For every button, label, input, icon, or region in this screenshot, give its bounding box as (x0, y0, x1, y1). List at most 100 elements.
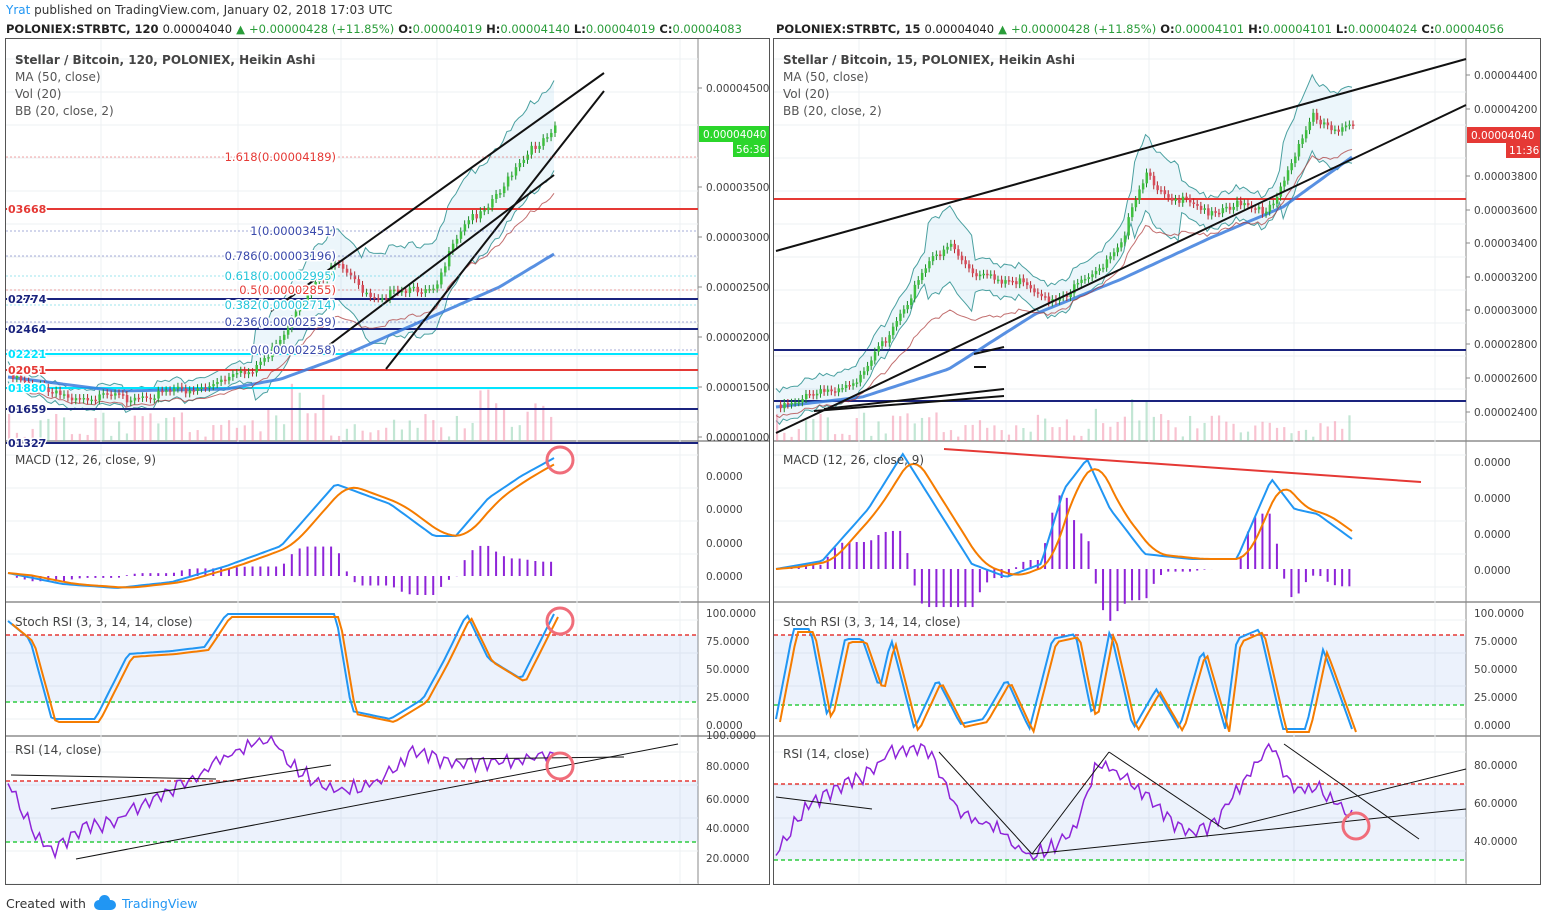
macd-histogram-bar (812, 564, 815, 569)
volume-bar (8, 413, 11, 441)
volume-bar (542, 405, 545, 441)
volume-bar (1000, 430, 1003, 441)
macd-axis-label: 0.0000 (706, 471, 743, 483)
macd-histogram-bar (110, 576, 113, 578)
volume-bar (47, 418, 50, 441)
macd-divergence-line (943, 448, 1422, 483)
macd-histogram-bar (243, 566, 246, 576)
candle-body (1283, 180, 1286, 187)
price-axis-label: 0.00003400 (1474, 238, 1537, 250)
macd-histogram-bar (432, 576, 435, 595)
candle-body (862, 371, 866, 375)
candle-body (1254, 208, 1257, 210)
volume-bar (149, 413, 152, 441)
price-axis-label: 0.00002500 (706, 282, 769, 294)
right-chart-title: Stellar / Bitcoin, 15, POLONIEX, Heikin … (783, 53, 1075, 67)
candle-body (1011, 280, 1014, 283)
left-chart-title: Stellar / Bitcoin, 120, POLONIEX, Heikin… (15, 53, 316, 67)
volume-bar (1015, 425, 1018, 441)
candle-body (440, 272, 443, 285)
candle-body (554, 125, 557, 133)
last-price-badge (699, 126, 769, 142)
volume-bar (479, 390, 482, 441)
volume-bar (141, 416, 144, 441)
tradingview-link[interactable]: TradingView (121, 896, 198, 911)
candle-body (790, 402, 793, 405)
rsi-trendline (455, 756, 625, 760)
volume-bar (1138, 420, 1141, 441)
candle-body (491, 198, 494, 208)
macd-line (775, 452, 1353, 578)
macd-axis-label: 0.0000 (706, 571, 743, 583)
candle-body (1294, 156, 1297, 164)
candle-body (1185, 196, 1188, 199)
macd-histogram-bar (1275, 543, 1278, 569)
candle-body (1261, 206, 1264, 214)
stoch-axis-label: 0.0000 (1474, 720, 1511, 732)
volume-bar (102, 412, 105, 441)
volume-bar (440, 427, 443, 441)
candle-body (1025, 282, 1029, 286)
volume-bar (1333, 421, 1337, 441)
candle-body (1091, 274, 1094, 278)
volume-bar (1080, 435, 1083, 441)
macd-histogram-bar (259, 566, 262, 576)
volume-bar (1022, 427, 1025, 441)
volume-bar (267, 408, 270, 441)
left-chart-panel[interactable]: 0.00004500 0.00003500 0.00003000 0.00002500… (5, 38, 770, 885)
candle-body (1275, 196, 1279, 204)
trendline (315, 174, 555, 356)
candle-body (1116, 247, 1120, 253)
candle-body (852, 383, 855, 386)
volume-bar (78, 433, 81, 441)
candle-body (823, 389, 826, 392)
candle-body (978, 274, 982, 277)
left-macd-label: MACD (12, 26, close, 9) (15, 453, 157, 467)
macd-histogram-bar (392, 576, 395, 588)
macd-histogram-bar (157, 573, 160, 576)
right-chart-svg[interactable]: 0.00004400 0.00004200 0.00003800 0.00003600… (774, 39, 1541, 885)
macd-histogram-bar (891, 530, 894, 569)
candle-body (1047, 296, 1051, 303)
candle-body (1290, 163, 1293, 171)
right-stoch-label: Stoch RSI (3, 3, 14, 14, close) (783, 615, 961, 629)
volume-bar (964, 425, 967, 441)
author-link[interactable]: Yrat (6, 3, 31, 17)
macd-histogram-bar (1015, 567, 1018, 569)
left-chart-svg[interactable]: 0.00004500 0.00003500 0.00003000 0.00002500… (6, 39, 770, 885)
volume-bar (1145, 400, 1148, 441)
candle-body (98, 394, 101, 401)
candle-body (870, 360, 873, 366)
macd-histogram-bar (1051, 512, 1054, 569)
candle-body (1123, 235, 1127, 243)
candle-body (1178, 198, 1181, 203)
candle-body (1279, 186, 1283, 197)
l-label: L: (573, 22, 586, 36)
candle-body (267, 357, 270, 359)
rsi-axis-label: 20.0000 (706, 853, 749, 865)
candle-body (302, 304, 306, 307)
candle-body (881, 341, 884, 347)
volume-bar (510, 426, 513, 441)
macd-histogram-bar (322, 546, 325, 576)
right-chart-panel[interactable]: 0.00004400 0.00004200 0.00003800 0.00003600… (773, 38, 1541, 885)
fib-level-label: 0.382(0.00002714) (225, 298, 336, 312)
moving-average-line (7, 252, 555, 393)
rsi-trendline (50, 764, 332, 810)
volume-bar (884, 433, 887, 441)
candle-body (106, 393, 109, 395)
macd-histogram-bar (1174, 569, 1177, 572)
macd-histogram-bar (518, 558, 521, 576)
macd-histogram-bar (1145, 569, 1148, 599)
macd-histogram-bar (1348, 569, 1351, 587)
macd-histogram-bar (1304, 569, 1307, 583)
macd-histogram-bar (1073, 520, 1076, 569)
volume-bar (1341, 428, 1344, 441)
candle-body (377, 298, 380, 300)
candle-body (812, 394, 815, 396)
macd-histogram-bar (400, 576, 403, 592)
volume-bar (1268, 422, 1271, 441)
trendline (385, 90, 605, 370)
volume-bar (290, 383, 294, 441)
candle-body (451, 243, 455, 251)
